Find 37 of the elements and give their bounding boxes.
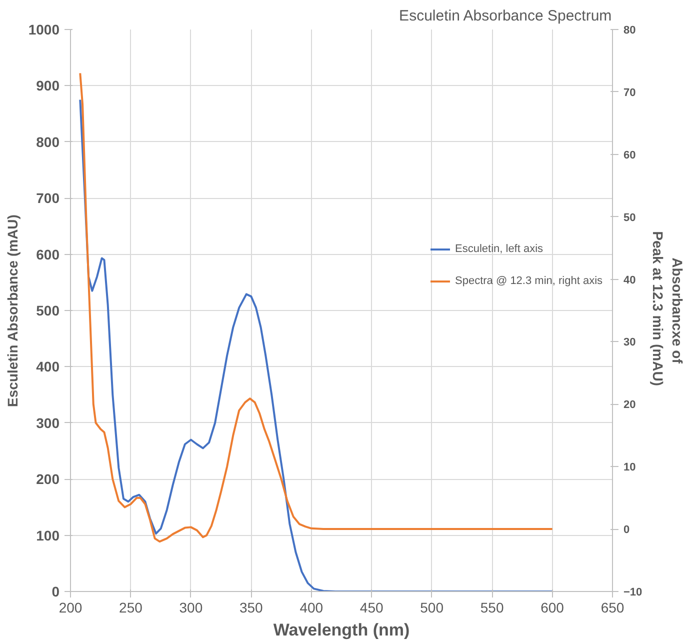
y-tick-label: 1000 [28,22,60,38]
x-tick-label: 500 [420,600,444,616]
y-tick-label: 0 [52,584,60,600]
y2-tick-label: 70 [624,86,636,99]
legend-label: Spectra @ 12.3 min, right axis [455,275,603,287]
y2-tick-label: 40 [624,274,636,286]
y2-tick-label: 20 [624,399,636,412]
legend-label: Esculetin, left axis [455,243,544,255]
y2-tick-label: 10 [624,462,636,474]
x-tick-label: 250 [119,600,143,616]
x-tick-label: 550 [480,600,504,616]
x-tick-label: 350 [239,600,264,616]
x-tick-label: 650 [600,600,624,616]
y2-tick-label: 50 [624,212,636,224]
x-tick-label: 300 [179,600,203,616]
chart-title: Esculetin Absorbance Spectrum [399,8,612,24]
y-tick-label: 100 [36,527,60,544]
y-tick-label: 600 [36,246,60,262]
y-tick-label: 400 [36,358,60,375]
y-tick-label: 700 [36,190,60,206]
y2-tick-label: 30 [624,336,636,349]
x-axis-title: Wavelength (nm) [273,620,410,640]
x-tick-label: 450 [360,600,384,616]
y2-tick-label: −10 [624,586,642,598]
y-tick-label: 200 [36,471,60,488]
y-axis-title: Esculetin Absorbance (mAU) [4,214,20,407]
y-tick-label: 300 [36,414,60,431]
y-tick-label: 500 [36,302,60,318]
y2-tick-label: 0 [624,524,630,536]
x-tick-label: 400 [300,600,324,616]
y2-tick-label: 60 [624,149,636,162]
x-tick-label: 600 [540,600,564,616]
y2-tick-label: 80 [624,24,636,36]
y-tick-label: 900 [36,78,60,94]
y2-axis-title: Absorbancxe of Peak at 12.3 min (mAU) [650,231,686,386]
y-tick-label: 800 [36,134,60,150]
x-tick-label: 200 [58,600,82,616]
